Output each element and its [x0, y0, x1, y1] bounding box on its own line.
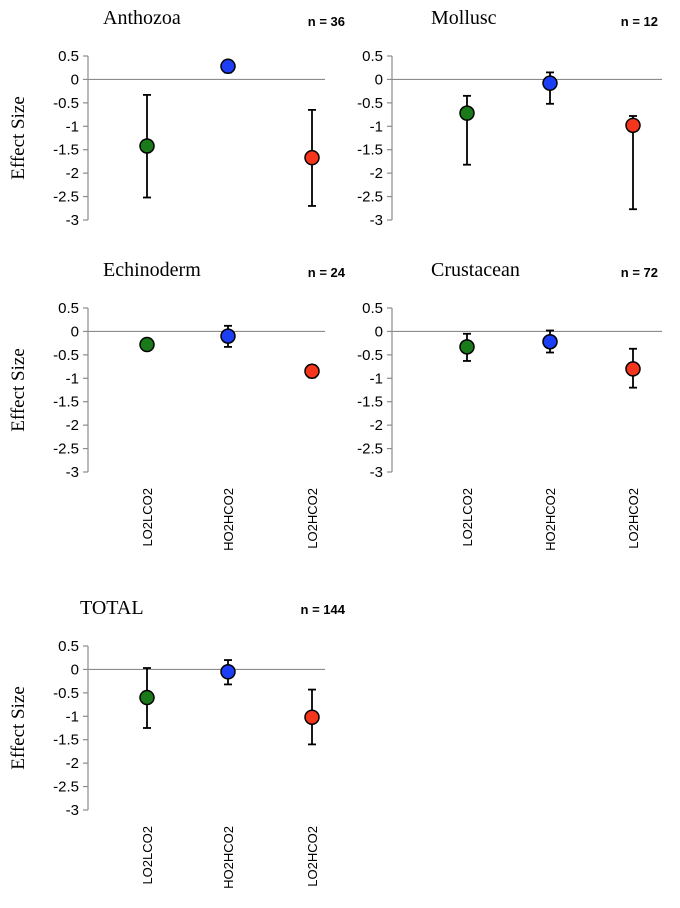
data-point-ho2hco2	[542, 333, 558, 350]
panel-n-label: n = 72	[621, 265, 658, 280]
data-point-lo2hco2	[304, 149, 320, 166]
y-tick-label: -0.5	[53, 95, 79, 112]
y-tick-label: -2	[66, 417, 79, 434]
data-point-lo2hco2	[304, 363, 320, 380]
x-tick-label: HO2HCO2	[221, 826, 236, 889]
y-axis-label: Effect Size	[8, 348, 29, 432]
y-tick-label: -2.5	[357, 189, 383, 206]
y-tick-label: -1	[370, 370, 383, 387]
y-tick-label: -1.5	[53, 732, 79, 749]
y-tick-label: 0	[71, 71, 79, 88]
x-tick-label: LO2HCO2	[626, 488, 641, 549]
x-tick-label: LO2HCO2	[305, 826, 320, 887]
y-tick-label: -0.5	[357, 95, 383, 112]
y-tick-label: -1	[370, 118, 383, 135]
y-tick-label: -2	[370, 417, 383, 434]
y-tick-label: -1.5	[357, 394, 383, 411]
chart-panel-echinoderm: Echinoderm n = 24 0.5 0 -0.5 -1 -1.5 -2 -2.5 -3 Ef…	[8, 259, 346, 551]
panel-title: Anthozoa	[103, 7, 181, 29]
panel-n-label: n = 12	[621, 14, 658, 29]
panel-n-label: n = 24	[308, 265, 346, 280]
y-tick-label: 0.5	[362, 48, 383, 65]
data-point-lo2lco2	[459, 339, 475, 355]
x-tick-label: LO2LCO2	[140, 488, 155, 547]
x-tick-label: LO2LCO2	[460, 488, 475, 547]
y-tick-label: -2.5	[53, 441, 79, 458]
panel-title: TOTAL	[80, 597, 144, 619]
panel-title: Crustacean	[431, 259, 520, 281]
x-tick-label: LO2LCO2	[140, 826, 155, 885]
y-tick-label: 0.5	[362, 300, 383, 317]
y-axis-label: Effect Size	[8, 96, 29, 180]
y-tick-label: -1	[66, 708, 79, 725]
y-tick-label: 0	[71, 661, 79, 678]
data-point-ho2hco2	[542, 75, 558, 91]
chart-panel-mollusc: Mollusc n = 12 0.5 0 -0.5 -1 -1.5 -2 -2.5 -3	[357, 7, 662, 229]
y-tick-label: -2	[370, 165, 383, 182]
y-tick-label: -1.5	[53, 394, 79, 411]
y-tick-label: -2.5	[53, 189, 79, 206]
chart-panel-total: TOTAL n = 144 0.5 0 -0.5 -1 -1.5 -2 -2.5 -3 Effect…	[8, 597, 346, 889]
data-point-lo2lco2	[139, 138, 155, 154]
data-point-lo2lco2	[459, 105, 475, 121]
x-tick-label: HO2HCO2	[543, 488, 558, 551]
y-tick-label: -0.5	[53, 685, 79, 702]
panel-title: Echinoderm	[103, 259, 201, 281]
y-tick-label: 0	[71, 323, 79, 340]
y-tick-label: -0.5	[53, 347, 79, 364]
data-point-ho2hco2	[220, 328, 236, 344]
y-tick-label: 0	[375, 71, 383, 88]
data-point-ho2hco2	[220, 664, 236, 680]
x-tick-label: LO2HCO2	[305, 488, 320, 549]
y-tick-label: -1.5	[53, 142, 79, 159]
y-axis-label: Effect Size	[8, 686, 29, 770]
panel-n-label: n = 144	[301, 602, 346, 617]
y-tick-label: -3	[370, 212, 383, 229]
panel-n-label: n = 36	[308, 14, 345, 29]
panel-title: Mollusc	[431, 7, 497, 29]
data-point-ho2hco2	[220, 58, 236, 75]
y-tick-label: -1.5	[357, 142, 383, 159]
y-tick-label: -2	[66, 755, 79, 772]
y-tick-label: 0.5	[58, 48, 79, 65]
y-tick-label: -2.5	[53, 779, 79, 796]
x-tick-label: HO2HCO2	[221, 488, 236, 551]
data-point-lo2hco2	[625, 361, 641, 377]
y-tick-label: -3	[66, 802, 79, 819]
y-tick-label: -3	[66, 464, 79, 481]
y-tick-label: -1	[66, 118, 79, 135]
y-tick-label: -1	[66, 370, 79, 387]
y-tick-label: -3	[66, 212, 79, 229]
y-tick-label: 0.5	[58, 300, 79, 317]
y-tick-label: -2	[66, 165, 79, 182]
chart-panel-anthozoa: Anthozoa n = 36 0.5 0 -0.5 -1 -1.5 -2 -2.5 -3 Effe…	[8, 7, 345, 229]
y-tick-label: 0	[375, 323, 383, 340]
y-tick-label: 0.5	[58, 638, 79, 655]
data-point-lo2lco2	[139, 689, 155, 706]
chart-panel-crustacean: Crustacean n = 72 0.5 0 -0.5 -1 -1.5 -2 -2.5 -3 LO…	[357, 259, 662, 551]
data-point-lo2lco2	[139, 336, 155, 353]
y-tick-label: -3	[370, 464, 383, 481]
y-tick-label: -0.5	[357, 347, 383, 364]
y-tick-label: -2.5	[357, 441, 383, 458]
data-point-lo2hco2	[625, 117, 641, 134]
data-point-lo2hco2	[304, 709, 320, 725]
